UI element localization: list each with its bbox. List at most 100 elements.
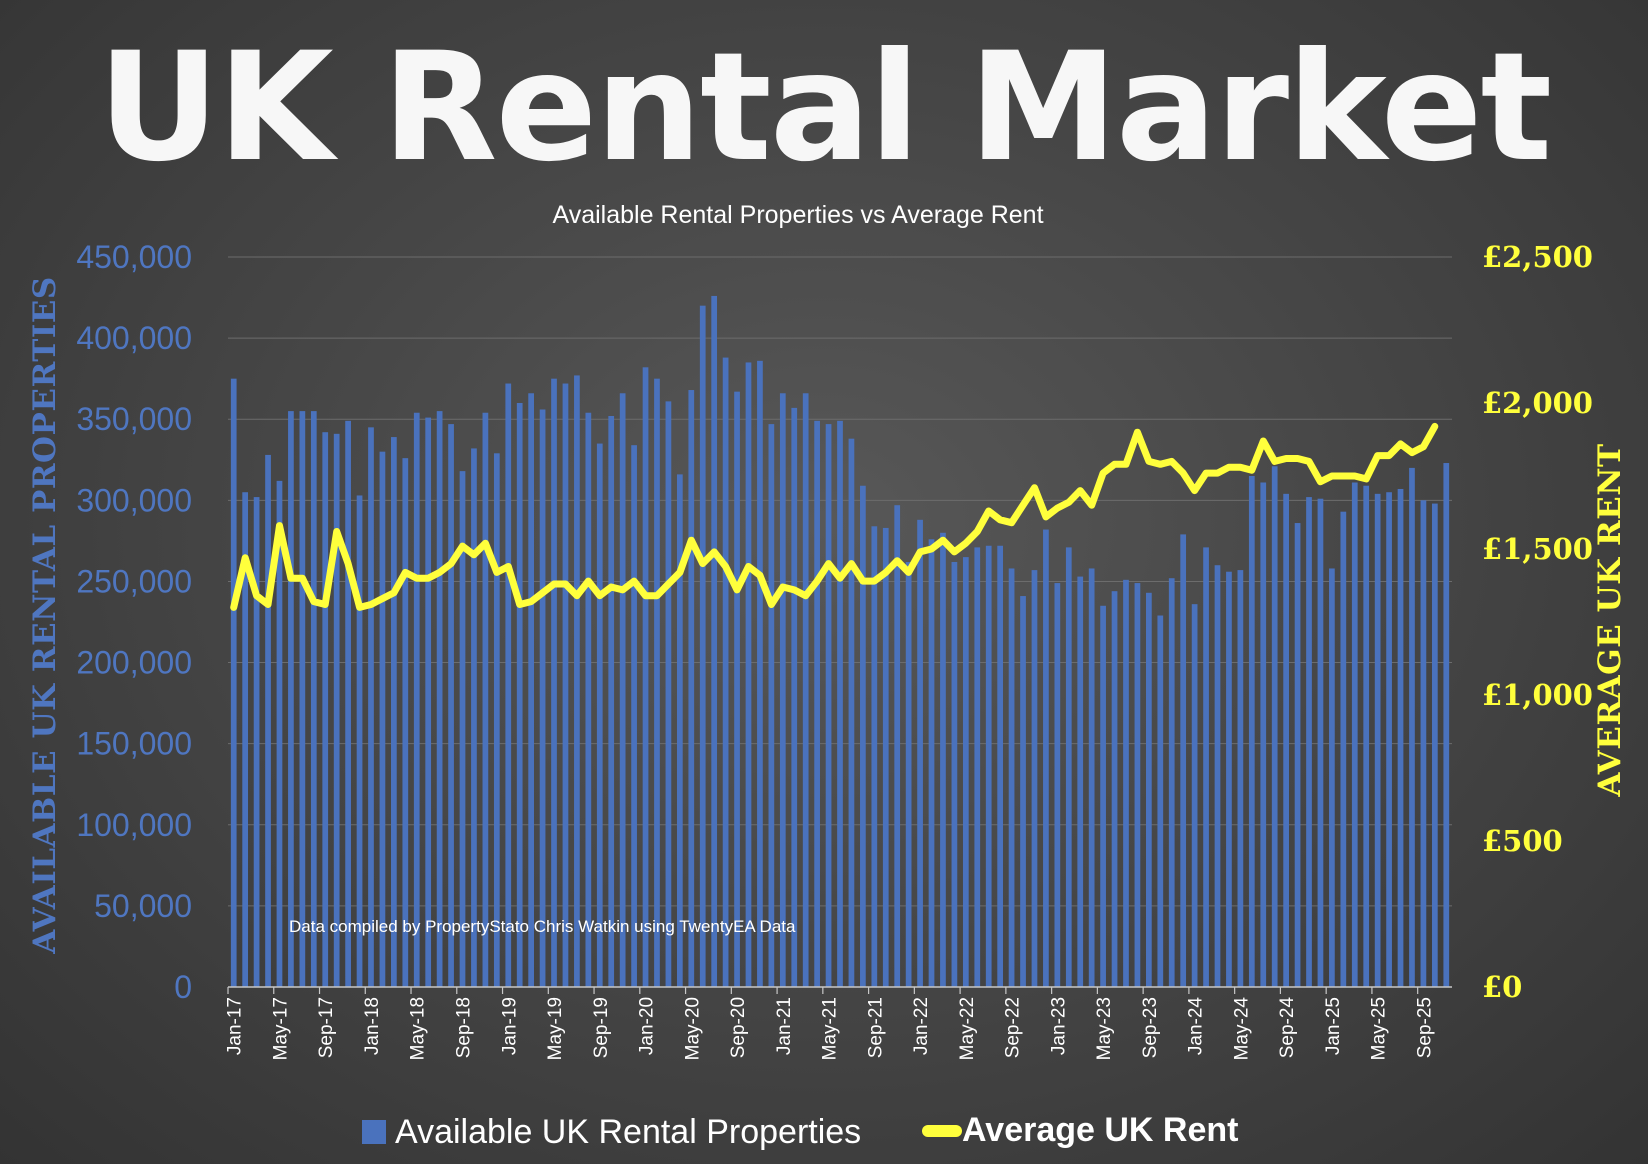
bar bbox=[1020, 596, 1026, 987]
axes bbox=[227, 986, 1452, 994]
bar bbox=[962, 557, 969, 987]
bar bbox=[1294, 523, 1301, 987]
left-tick-label: 100,000 bbox=[76, 807, 192, 843]
bar bbox=[265, 454, 271, 987]
bar bbox=[1386, 492, 1392, 987]
bar bbox=[825, 424, 832, 988]
x-tick-label: Jan-25 bbox=[1323, 997, 1344, 1055]
x-tick-label: May-19 bbox=[545, 997, 566, 1060]
bar bbox=[871, 526, 878, 987]
bar bbox=[448, 424, 454, 988]
x-tick-label: May-18 bbox=[408, 997, 429, 1060]
bar bbox=[299, 411, 306, 988]
bar bbox=[848, 438, 855, 987]
bar bbox=[482, 412, 489, 987]
bar bbox=[860, 485, 866, 987]
bar bbox=[711, 295, 718, 987]
x-tick-label: May-22 bbox=[957, 997, 978, 1060]
bar bbox=[722, 357, 729, 988]
bar bbox=[528, 393, 534, 987]
bar bbox=[940, 532, 946, 987]
bar bbox=[333, 433, 340, 987]
left-tick-label: 50,000 bbox=[94, 888, 192, 924]
x-tick-label: Sep-18 bbox=[454, 997, 475, 1058]
bar bbox=[253, 497, 260, 987]
x-tick-label: Sep-21 bbox=[865, 997, 886, 1058]
left-tick-label: 450,000 bbox=[76, 239, 192, 275]
x-tick-label: Jan-18 bbox=[362, 997, 383, 1055]
bar bbox=[1431, 503, 1438, 987]
right-tick-label: £500 bbox=[1482, 824, 1563, 858]
data-source-annotation: Data compiled by PropertyStato Chris Wat… bbox=[289, 917, 796, 936]
bar bbox=[1351, 482, 1358, 987]
x-axis-ticks: Jan-17 May-17 Sep-17 Jan-18 May-18 Sep-18 Jan-… bbox=[225, 997, 1436, 1061]
bar bbox=[1317, 498, 1324, 987]
x-tick-label: Jan-22 bbox=[911, 997, 932, 1055]
bar bbox=[1248, 476, 1255, 987]
left-tick-label: 350,000 bbox=[76, 401, 192, 437]
left-tick-label: 250,000 bbox=[76, 563, 192, 599]
bar bbox=[1031, 570, 1038, 987]
x-tick-label: May-25 bbox=[1369, 997, 1390, 1060]
bar bbox=[1214, 565, 1221, 987]
x-tick-label: Jan-21 bbox=[774, 997, 795, 1055]
right-tick-label: £2,000 bbox=[1482, 386, 1593, 420]
bar bbox=[368, 427, 374, 987]
bar bbox=[1191, 604, 1198, 987]
bar bbox=[379, 451, 386, 988]
bar bbox=[779, 393, 786, 987]
left-axis-ticks: 0 50,000 100,000 150,000 200,000 250,000 300,0… bbox=[76, 239, 192, 1005]
bar bbox=[768, 424, 775, 988]
bars-series bbox=[230, 295, 1450, 988]
bar bbox=[642, 367, 649, 987]
x-tick-label: Jan-19 bbox=[499, 997, 520, 1055]
rent-line bbox=[230, 422, 1439, 611]
bar bbox=[882, 527, 889, 987]
x-tick-label: Jan-23 bbox=[1048, 997, 1069, 1055]
bar bbox=[471, 448, 477, 987]
bar bbox=[676, 474, 683, 987]
right-axis-ticks: £0 £500 £1,000 £1,500 £2,000 £2,500 bbox=[1482, 240, 1593, 1004]
x-tick-label: Sep-24 bbox=[1277, 997, 1298, 1059]
right-tick-label: £0 bbox=[1482, 970, 1522, 1004]
bar bbox=[1443, 463, 1450, 987]
bar bbox=[1065, 547, 1072, 987]
bar bbox=[242, 492, 249, 987]
bar bbox=[1088, 568, 1095, 987]
bar bbox=[619, 393, 626, 987]
bar bbox=[745, 362, 752, 987]
x-tick-label: May-21 bbox=[820, 997, 841, 1060]
bar bbox=[230, 378, 237, 988]
left-tick-label: 400,000 bbox=[76, 320, 192, 356]
right-axis-title: AVERAGE UK RENT bbox=[1592, 443, 1628, 797]
bar bbox=[596, 443, 603, 987]
x-tick-label: Sep-17 bbox=[316, 997, 337, 1058]
bar bbox=[574, 375, 580, 987]
x-tick-label: Sep-19 bbox=[591, 997, 612, 1058]
x-tick-label: May-20 bbox=[682, 997, 703, 1060]
x-tick-label: Sep-20 bbox=[728, 997, 749, 1058]
x-tick-label: Jan-20 bbox=[637, 997, 658, 1055]
bar bbox=[1329, 568, 1335, 987]
legend-line-label: Average UK Rent bbox=[962, 1111, 1238, 1149]
bar bbox=[997, 545, 1004, 987]
bar bbox=[928, 539, 935, 987]
left-tick-label: 300,000 bbox=[76, 482, 192, 518]
bar bbox=[1134, 583, 1141, 987]
bar bbox=[413, 412, 420, 987]
bar bbox=[837, 420, 843, 987]
bar bbox=[1100, 605, 1106, 987]
bar bbox=[985, 545, 992, 987]
x-tick-label: May-24 bbox=[1231, 997, 1252, 1061]
legend-bars-label: Available UK Rental Properties bbox=[395, 1113, 861, 1151]
bar bbox=[493, 453, 500, 987]
bar bbox=[1363, 485, 1370, 987]
bar bbox=[1374, 493, 1381, 987]
bar bbox=[917, 519, 923, 987]
bar bbox=[1168, 578, 1175, 987]
main-title: UK Rental Market bbox=[97, 21, 1552, 195]
bar bbox=[356, 495, 363, 987]
bar bbox=[608, 415, 615, 987]
bar bbox=[1123, 579, 1129, 987]
